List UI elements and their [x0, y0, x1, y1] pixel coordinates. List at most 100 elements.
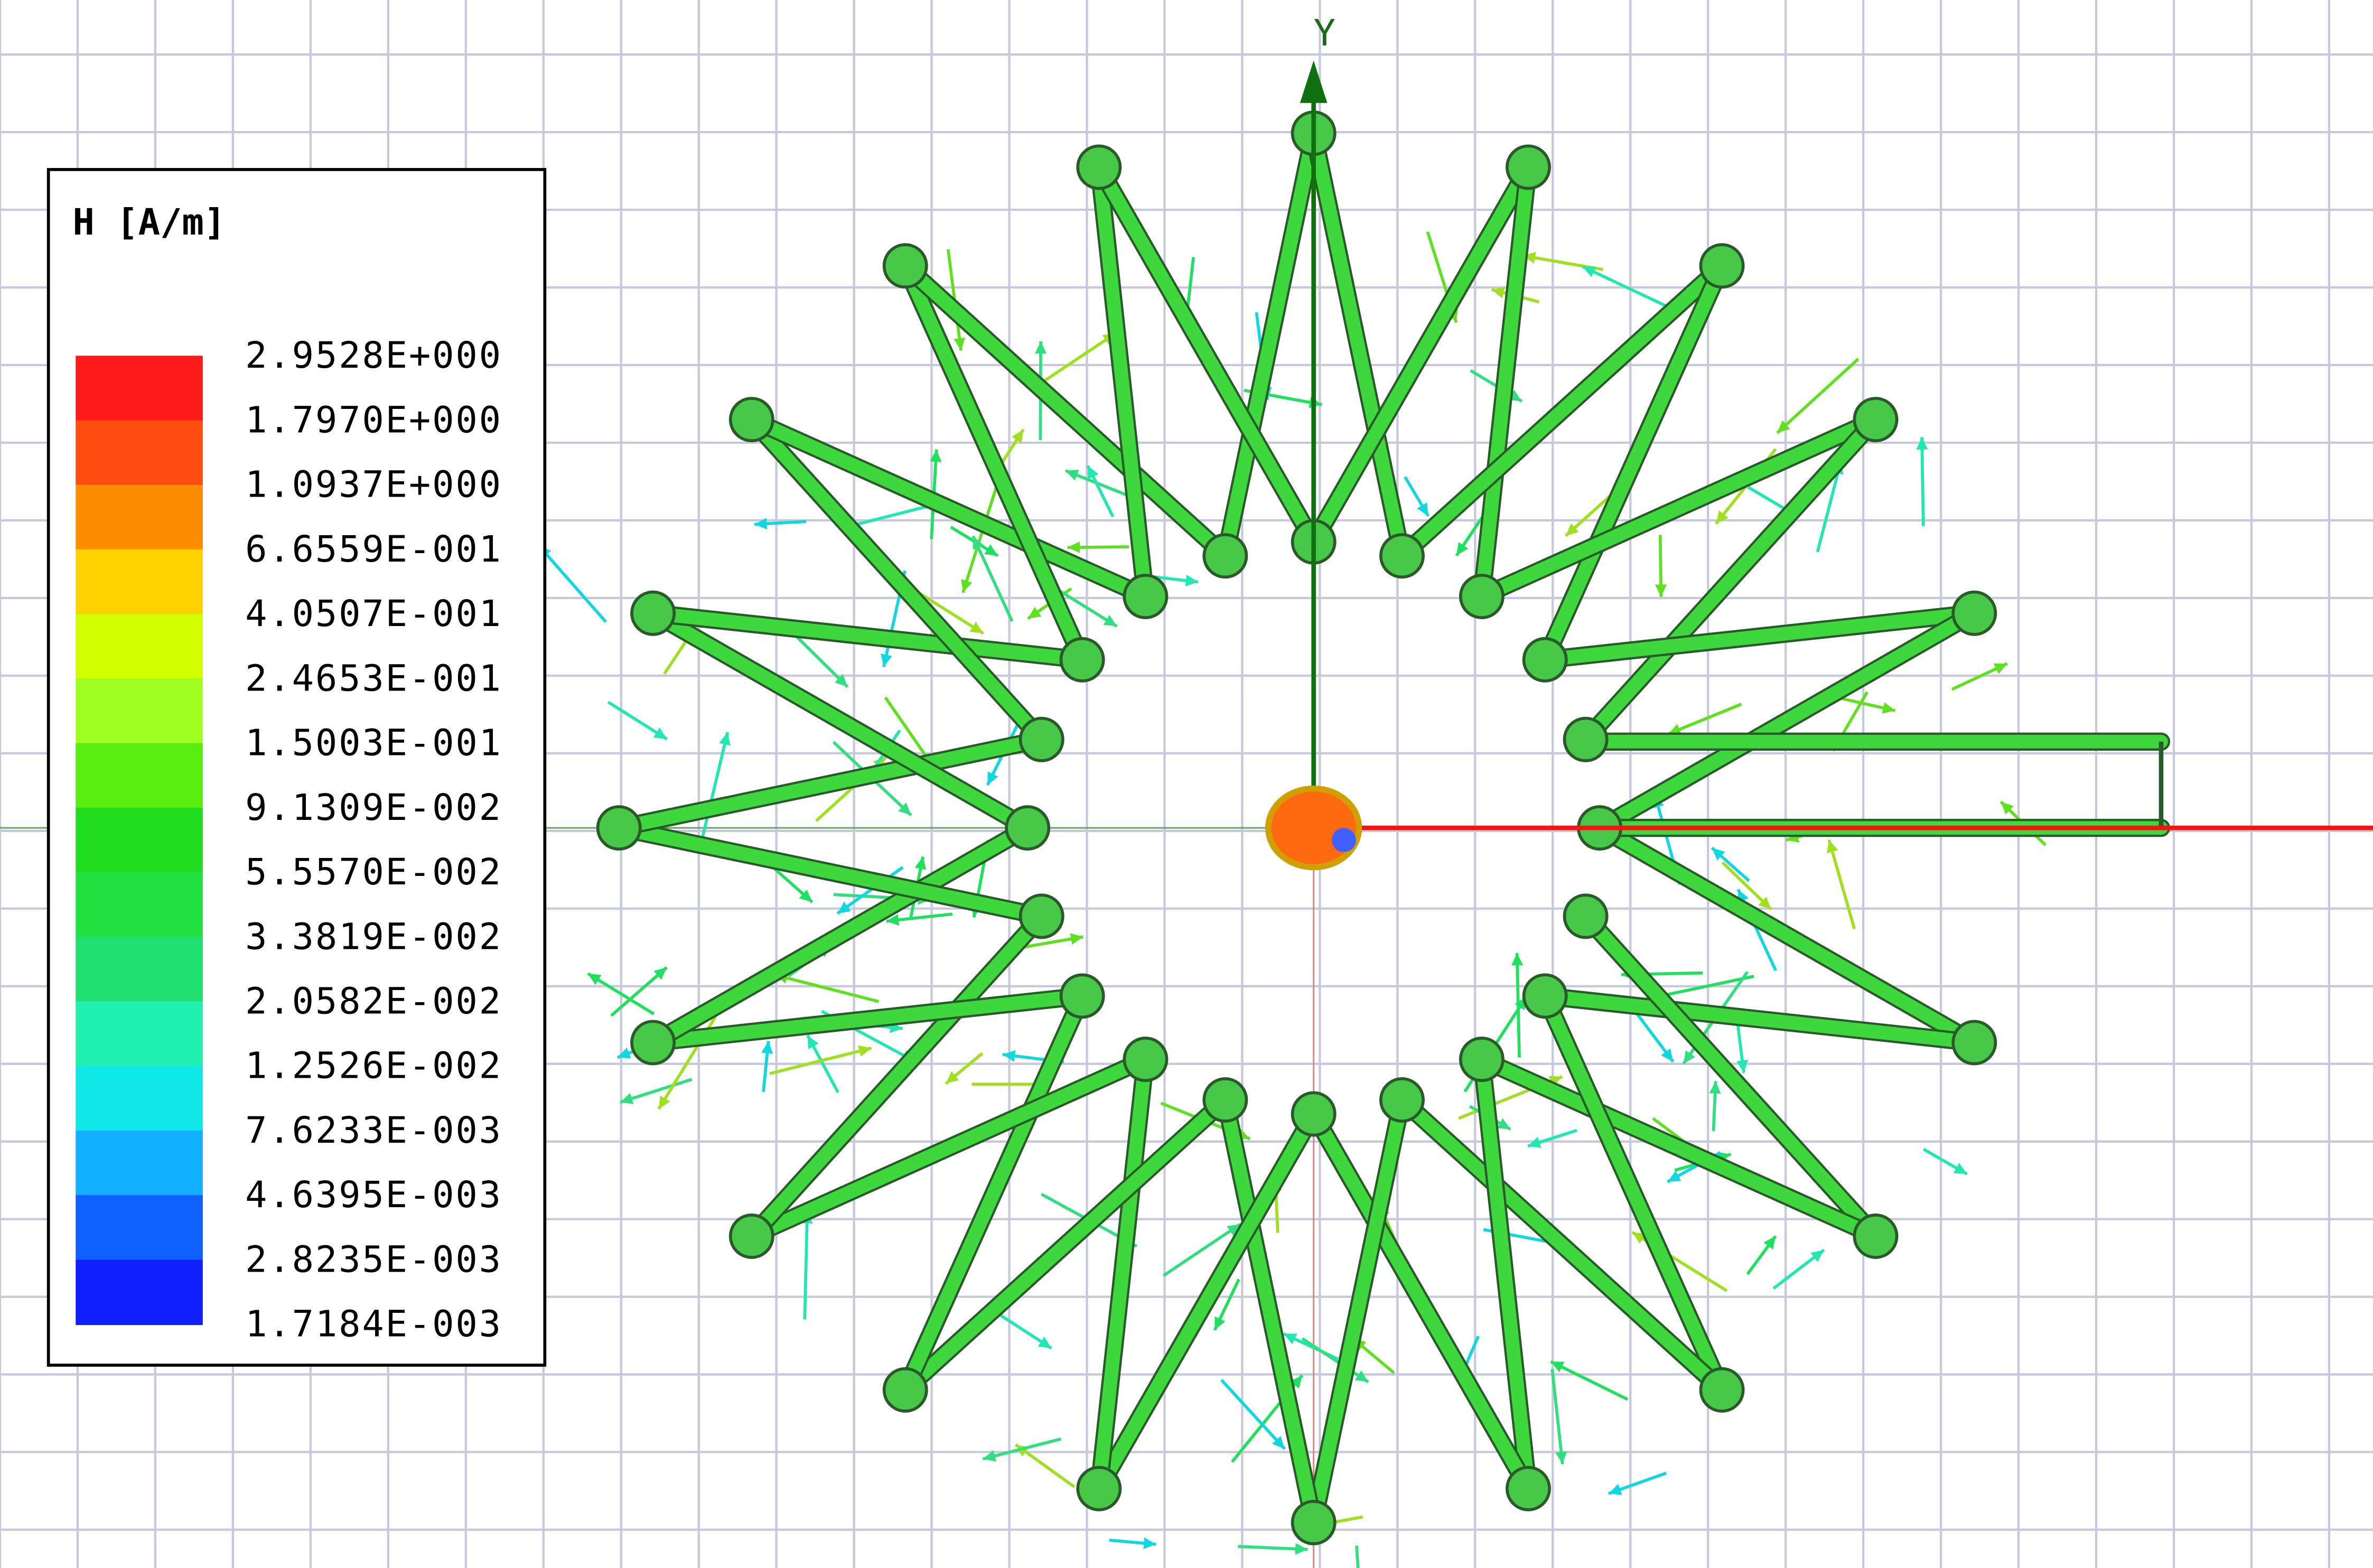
coil-node — [1076, 144, 1122, 190]
field-arrow — [971, 535, 1014, 622]
arrow-head — [1067, 541, 1080, 554]
legend-swatch — [76, 1001, 203, 1067]
legend: H [A/m] 2.9528E+000 1.7970E+000 1.0937E+00… — [46, 168, 547, 1367]
coil-node — [1123, 574, 1169, 620]
coil-node — [630, 1020, 676, 1066]
legend-label: 7.6233E-003 — [245, 1109, 502, 1152]
arrow-head — [1070, 933, 1083, 945]
arrow-head — [1550, 1361, 1565, 1373]
arrow-head — [1608, 1483, 1622, 1495]
field-arrow — [982, 1437, 1062, 1461]
coil-arm — [898, 1093, 1232, 1397]
arrow-head — [719, 732, 731, 746]
arrow-head — [930, 449, 942, 462]
coil-arm — [1218, 1093, 1321, 1529]
legend-label: 1.7970E+000 — [245, 399, 502, 441]
arrow-head — [807, 1035, 819, 1049]
coil-node — [630, 590, 676, 636]
coil-arm — [1306, 160, 1535, 549]
arrow-head — [1736, 1060, 1748, 1073]
arrow-head — [1227, 1224, 1240, 1236]
field-arrow — [587, 972, 655, 1015]
coil-arm — [1306, 1107, 1535, 1496]
arrow-head — [1354, 1370, 1369, 1382]
coil-node — [882, 1367, 928, 1413]
arrow-head — [1712, 847, 1725, 861]
coil-arm — [744, 413, 1153, 603]
field-arrow — [803, 1211, 809, 1320]
arrow-head — [881, 654, 892, 667]
arrow-head — [973, 536, 984, 550]
arrow-head — [1290, 1375, 1303, 1389]
legend-label: 5.5570E-002 — [245, 851, 502, 893]
arrow-head — [1034, 341, 1047, 354]
coil-node — [728, 1214, 774, 1259]
coil-arm — [744, 909, 1049, 1243]
coil-node — [1019, 893, 1064, 939]
arrow-head — [1953, 1163, 1967, 1174]
arrow-head — [1012, 430, 1024, 443]
legend-swatch — [76, 872, 203, 938]
coil-node — [1951, 590, 1997, 636]
coil-arm — [646, 606, 1035, 835]
legend-swatch — [76, 1131, 203, 1196]
legend-label: 1.0937E+000 — [245, 464, 502, 506]
coil-node — [882, 243, 928, 289]
field-arrow — [1550, 1368, 1564, 1464]
legend-label: 6.6559E-001 — [245, 528, 502, 571]
field-arrow — [1039, 332, 1117, 386]
arrow-head — [858, 1045, 872, 1057]
arrow-head — [1491, 287, 1506, 298]
arrow-head — [987, 771, 998, 785]
coil-arm — [1475, 413, 1883, 603]
coil-node — [1059, 637, 1105, 683]
arrow-head — [2001, 801, 2014, 815]
coil-arm — [1306, 126, 1409, 563]
arrow-head — [653, 967, 667, 980]
arrow-head — [1272, 1435, 1285, 1449]
coil-arm — [744, 413, 1049, 746]
arrow-head — [1283, 1333, 1297, 1345]
field-arrow — [537, 544, 608, 623]
field-arrow — [1301, 1337, 1369, 1384]
arrow-head — [873, 757, 886, 770]
arrow-head — [983, 1450, 996, 1462]
arrow-head — [1456, 542, 1469, 556]
field-arrow — [1582, 265, 1681, 314]
arrow-head — [954, 337, 966, 351]
coil-node — [1563, 716, 1609, 762]
arrow-head — [961, 579, 973, 593]
legend-label: 2.9528E+000 — [245, 334, 502, 377]
coil-node — [1699, 1367, 1745, 1413]
coil-node — [1202, 1077, 1248, 1123]
arrow-head — [1827, 839, 1838, 854]
legend-label: 2.0582E-002 — [245, 980, 502, 1022]
arrow-head — [1555, 1451, 1567, 1464]
coil-arm — [646, 989, 1089, 1050]
field-arrow — [1355, 1545, 1360, 1568]
arrow-head — [1916, 437, 1928, 450]
legend-label: 1.5003E-001 — [245, 722, 502, 764]
field-arrow — [1162, 1222, 1241, 1277]
legend-label: 4.0507E-001 — [245, 593, 502, 635]
coil-arm — [1593, 606, 1982, 835]
coil-node — [596, 805, 642, 851]
legend-label: 3.3819E-002 — [245, 916, 502, 958]
legend-label: 2.4653E-001 — [245, 657, 502, 699]
legend-swatch — [76, 1195, 203, 1261]
legend-swatch — [76, 678, 203, 744]
arrow-head — [1683, 1050, 1696, 1064]
arrow-head — [1716, 510, 1729, 524]
legend-swatch — [76, 549, 203, 615]
coil-node — [1506, 1466, 1551, 1511]
arrow-head — [1667, 1171, 1681, 1182]
field-arrow — [1920, 437, 1925, 526]
arrow-head — [1002, 1050, 1016, 1062]
field-arrow — [1550, 1360, 1629, 1401]
coil-arm — [1306, 1093, 1409, 1529]
arrow-head — [1417, 502, 1428, 516]
arrow-head — [1214, 1316, 1226, 1330]
legend-swatch — [76, 614, 203, 679]
